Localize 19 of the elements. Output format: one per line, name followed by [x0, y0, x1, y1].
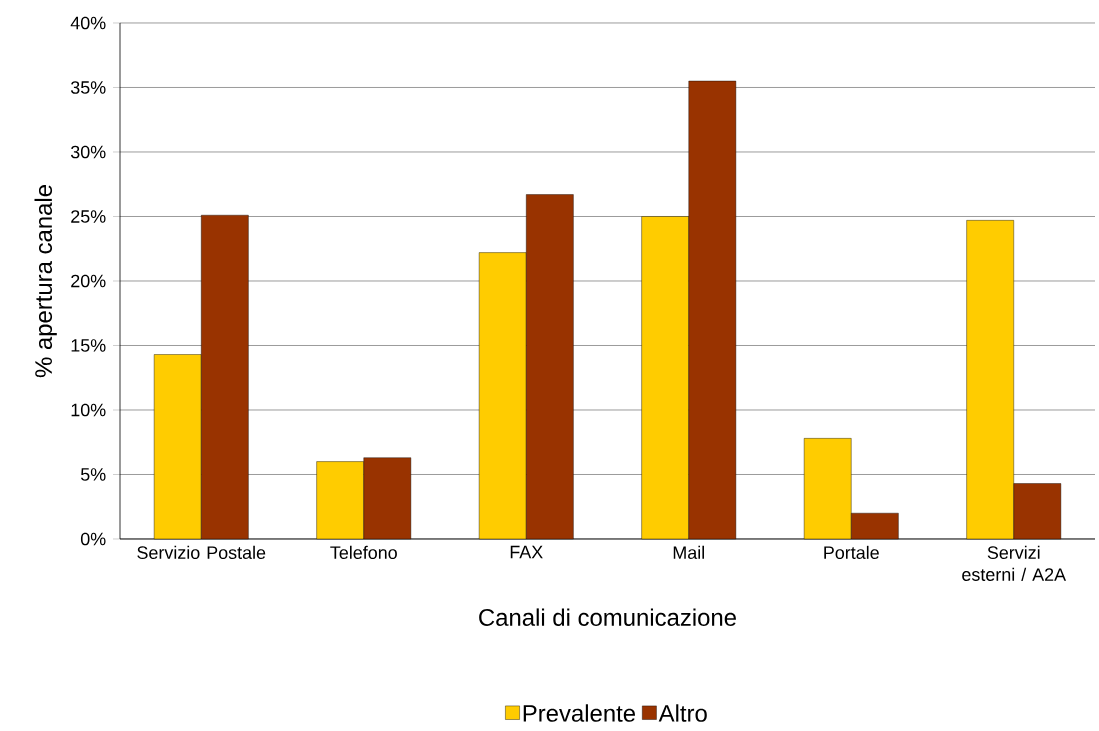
- x-tick-label: Servizio Postale: [137, 545, 266, 559]
- y-tick-label: 0%: [80, 532, 106, 546]
- y-tick-label: 35%: [70, 81, 106, 94]
- y-tick-label: 15%: [71, 339, 106, 352]
- y-tick-label: 10%: [71, 403, 106, 417]
- y-tick-label: 40%: [70, 16, 106, 30]
- x-tick-label: FAX: [510, 545, 543, 559]
- legend-label: Prevalente: [523, 704, 636, 722]
- y-tick-label: 5%: [80, 468, 106, 481]
- x-tick-label: Portale: [824, 545, 879, 559]
- x-tick-label: Telefono: [330, 545, 397, 559]
- y-axis-title: % apertura canale: [34, 185, 57, 378]
- legend-label: Altro: [658, 704, 707, 722]
- x-tick-label: Mail: [673, 545, 704, 559]
- y-tick-label: 30%: [70, 145, 106, 159]
- x-axis-title: Canali di comunicazione: [479, 608, 736, 626]
- y-tick-label: 20%: [71, 274, 106, 288]
- x-tick-label: Servizi esterni / A2A: [962, 545, 1067, 581]
- y-tick-label: 25%: [71, 210, 106, 223]
